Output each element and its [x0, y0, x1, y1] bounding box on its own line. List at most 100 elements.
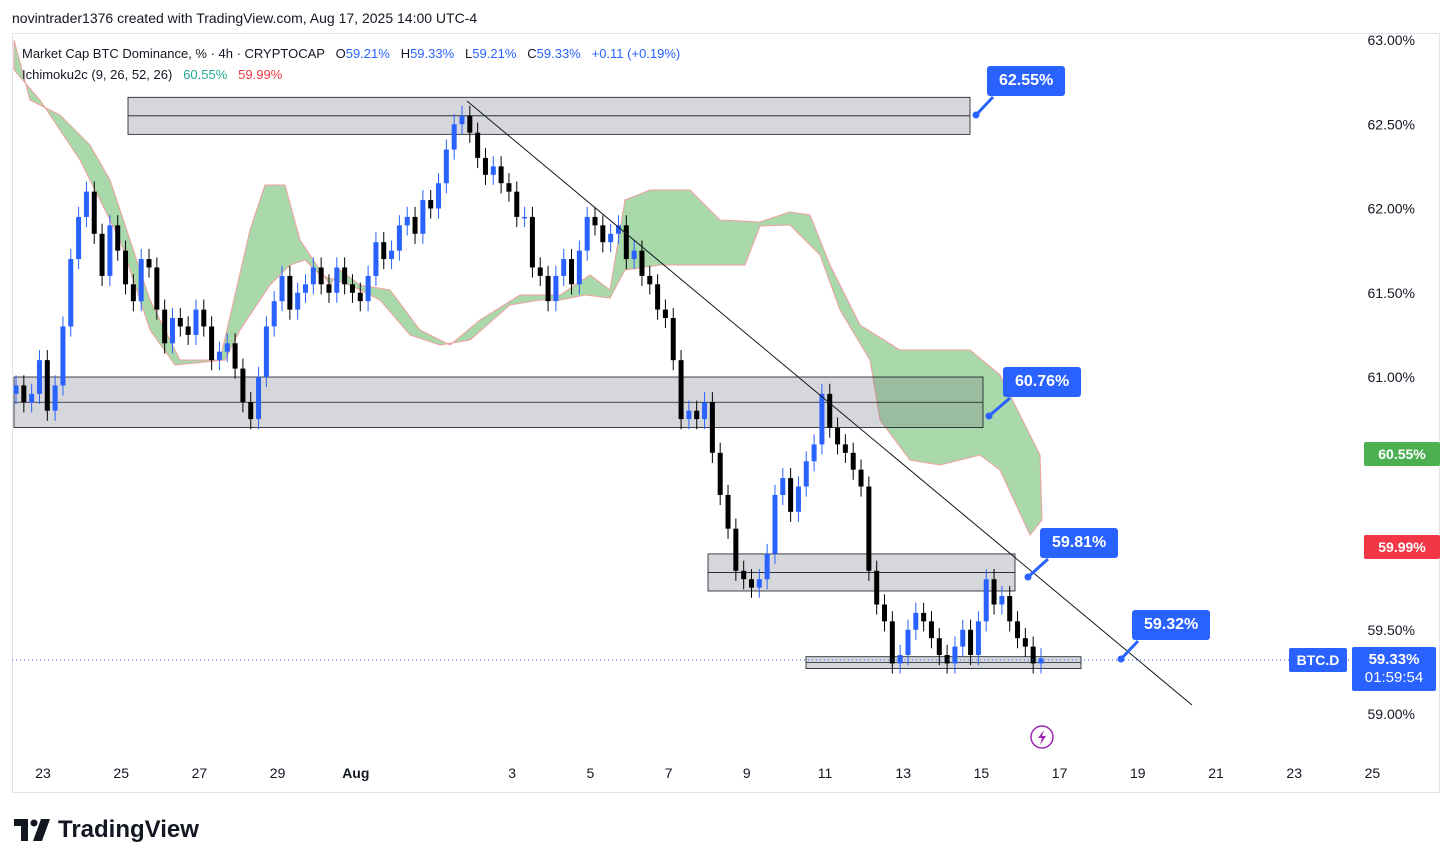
candle-body [600, 225, 606, 243]
candle-body [897, 655, 903, 664]
candle-body [968, 629, 974, 656]
candle-body [287, 275, 293, 310]
candle-body [819, 393, 825, 445]
x-tick-label: 3 [508, 765, 516, 781]
price-axis[interactable]: 63.00% 62.50% 62.00% 61.50% 61.00% 59.50% 59.0… [1368, 32, 1415, 722]
tradingview-logo[interactable]: TradingView [14, 816, 199, 844]
candle-body [412, 216, 418, 234]
candle-body [256, 377, 262, 420]
candle-body [209, 326, 215, 361]
candle-body [928, 621, 934, 639]
indicator-name: Ichimoku2c (9, 26, 52, 26) [22, 67, 173, 82]
candle-body [349, 284, 355, 293]
candle-body [725, 494, 731, 529]
candle-body [655, 284, 661, 310]
callout-59-32[interactable]: 59.32% [1132, 610, 1211, 640]
candle-body [248, 402, 254, 420]
legend-indicator[interactable]: Ichimoku2c (9, 26, 52, 26) 60.55% 59.99% [22, 67, 282, 82]
callout-62-55[interactable]: 62.55% [987, 66, 1066, 96]
candle-body [529, 216, 535, 268]
candle-body [201, 309, 207, 327]
candle-body [686, 410, 692, 420]
bar-countdown: 01:59:54 [1364, 669, 1424, 686]
callout-59-81[interactable]: 59.81% [1040, 528, 1119, 558]
chart-frame[interactable] [12, 33, 1440, 793]
x-tick-label: 23 [35, 765, 51, 781]
candle-body [506, 183, 512, 192]
candle-body [451, 124, 457, 150]
candle-body [76, 216, 82, 260]
candle-body [169, 318, 175, 344]
tv-logo-text: TradingView [58, 816, 199, 843]
candle-body [279, 275, 285, 302]
flash-icon[interactable] [1030, 725, 1054, 749]
candle-body [678, 360, 684, 420]
candle-body [146, 259, 152, 268]
candle-body [342, 267, 348, 285]
candle-body [944, 655, 950, 664]
candle-body [921, 612, 927, 622]
candle-body [983, 579, 989, 622]
x-tick-label: 7 [665, 765, 673, 781]
candle-body [428, 200, 434, 209]
time-axis[interactable]: 23 25 27 29 Aug 3 5 7 9 11 13 15 17 19 21 23 25 [35, 765, 1380, 781]
candle-body [83, 191, 89, 217]
tv-logo-icon [14, 819, 50, 841]
candle-body [748, 579, 754, 588]
candle-body [357, 292, 363, 302]
legend-high-value: 59.33% [410, 46, 455, 61]
support-resistance-zones [13, 96, 1082, 669]
candle-body [396, 225, 402, 251]
last-price-value: 59.33% [1368, 651, 1420, 668]
candle-body [694, 410, 700, 420]
x-tick-label: 19 [1130, 765, 1146, 781]
candle-body [522, 216, 528, 219]
y-tick-label: 59.00% [1368, 706, 1415, 722]
candle-body [138, 259, 144, 302]
candle-body [780, 478, 786, 495]
candle-body [482, 157, 488, 175]
candle-body [741, 570, 747, 580]
callout-60-76[interactable]: 60.76% [1003, 367, 1082, 397]
indicator-value-2: 59.99% [238, 67, 283, 82]
candle-body [858, 469, 864, 487]
candle-body [827, 393, 833, 428]
candle-body [99, 233, 105, 276]
y-tick-label: 59.50% [1368, 622, 1415, 638]
trendline[interactable] [466, 100, 1193, 706]
candle-body [975, 621, 981, 656]
candle-body [866, 486, 872, 571]
x-tick-label: 21 [1208, 765, 1224, 781]
candle-body [639, 250, 645, 276]
candle-body [1030, 646, 1036, 664]
candle-body [514, 191, 520, 217]
candle-body [123, 250, 129, 285]
x-tick-label: 17 [1052, 765, 1068, 781]
candle-body [811, 444, 817, 462]
legend-low-value: 59.21% [472, 46, 517, 61]
candle-body [592, 216, 598, 226]
x-tick-label: 25 [113, 765, 129, 781]
candle-body [185, 326, 191, 335]
x-tick-label: Aug [342, 765, 369, 781]
candle-body [389, 250, 395, 260]
candle-body [850, 452, 856, 470]
candle-body [889, 621, 895, 664]
candle-body [318, 267, 324, 285]
candle-body [303, 284, 309, 293]
candle-body [60, 326, 66, 386]
candle-body [772, 494, 778, 554]
candle-body [107, 225, 113, 276]
y-tick-label: 61.00% [1368, 369, 1415, 385]
candle-body [576, 250, 582, 285]
candle-body [68, 259, 74, 327]
candle-body [44, 360, 50, 411]
legend-change: +0.11 (+0.19%) [591, 46, 681, 61]
candle-body [404, 216, 410, 226]
legend-ohlc: Market Cap BTC Dominance, % · 4h · CRYPT… [22, 46, 680, 61]
ichimoku-cloud [13, 39, 1043, 536]
y-tick-label: 61.50% [1368, 285, 1415, 301]
candle-body [999, 596, 1005, 605]
x-tick-label: 25 [1365, 765, 1381, 781]
